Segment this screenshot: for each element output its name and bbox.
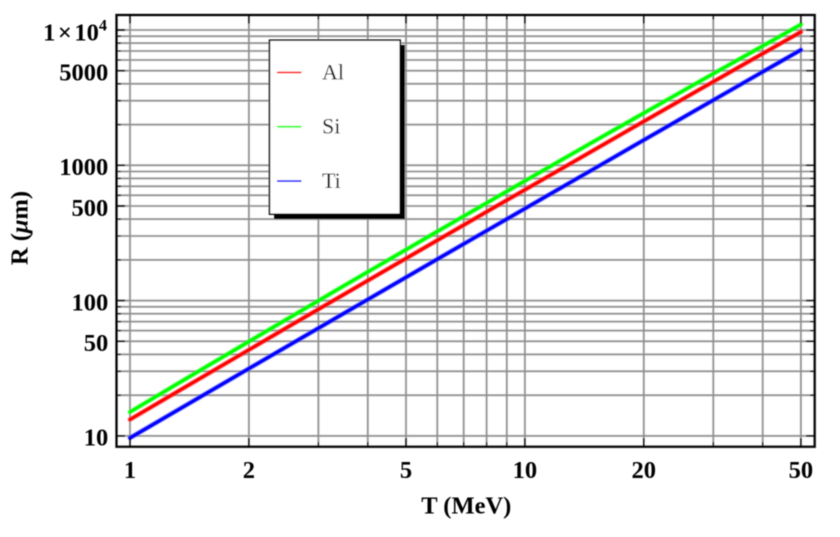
svg-text:R (μm): R (μm) <box>7 191 34 265</box>
svg-text:50: 50 <box>789 457 814 484</box>
svg-text:T (MeV): T (MeV) <box>421 493 511 520</box>
svg-text:20: 20 <box>632 457 657 484</box>
svg-text:5000: 5000 <box>59 60 108 87</box>
svg-text:500: 500 <box>72 195 109 222</box>
svg-text:2: 2 <box>243 457 255 484</box>
svg-text:100: 100 <box>72 289 109 316</box>
svg-text:50: 50 <box>84 330 109 357</box>
svg-text:5: 5 <box>400 457 412 484</box>
svg-text:Al: Al <box>322 59 344 84</box>
svg-text:10: 10 <box>84 425 109 452</box>
svg-text:10: 10 <box>513 457 538 484</box>
svg-text:1: 1 <box>124 457 136 484</box>
svg-text:1000: 1000 <box>59 154 108 181</box>
svg-text:Ti: Ti <box>322 168 341 193</box>
svg-text:Si: Si <box>322 114 340 139</box>
svg-text:1×104: 1 × 104 <box>43 16 107 47</box>
